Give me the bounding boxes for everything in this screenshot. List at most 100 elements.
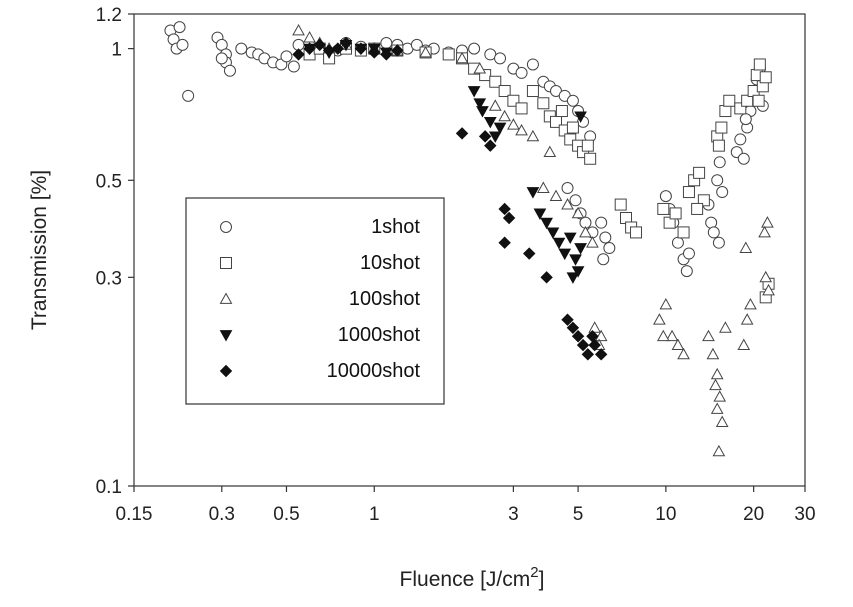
- point-1shot: [566, 94, 579, 107]
- point-10000shot: [391, 44, 404, 57]
- point-1shot: [215, 52, 228, 65]
- legend: 1shot 10shot 100shot 1000shot 10000shot: [185, 197, 445, 405]
- point-10000shot: [368, 46, 381, 59]
- point-1shot: [705, 216, 718, 229]
- point-1000shot: [476, 106, 489, 118]
- point-10shot: [669, 207, 682, 220]
- point-1000shot: [473, 98, 487, 110]
- point-10shot: [442, 48, 455, 61]
- point-10shot: [723, 94, 736, 107]
- point-100shot: [571, 206, 585, 219]
- point-100shot: [594, 329, 608, 342]
- point-1shot: [716, 186, 729, 199]
- point-1shot: [494, 52, 507, 65]
- point-100shot: [543, 145, 557, 158]
- y-axis-title: Transmission [%]: [28, 170, 51, 330]
- point-10shot: [682, 186, 695, 199]
- legend-symbol-1shot: [220, 221, 232, 233]
- y-tick-label: 0.5: [96, 171, 122, 192]
- legend-label-100shot: 100shot: [349, 288, 421, 310]
- point-100shot: [739, 241, 753, 253]
- x-axis: 0.15 0.3 0.5 1 3 5 10 20 30: [116, 486, 816, 525]
- legend-label-10000shot: 10000shot: [327, 360, 421, 382]
- point-1shot: [561, 182, 574, 195]
- point-100shot: [507, 118, 520, 130]
- legend-label-1shot: 1shot: [371, 216, 420, 238]
- x-axis-title-superscript: 2: [530, 564, 538, 581]
- point-100shot: [586, 236, 599, 248]
- point-1000shot: [566, 272, 580, 284]
- x-tick-label: 0.5: [273, 504, 299, 525]
- point-1shot: [468, 42, 481, 55]
- point-10shot: [752, 94, 765, 107]
- point-100shot: [653, 313, 666, 325]
- point-100shot: [419, 45, 432, 58]
- point-10shot: [614, 198, 627, 211]
- point-10shot: [498, 85, 511, 98]
- x-tick-label: 0.15: [116, 504, 153, 525]
- point-10shot: [734, 102, 747, 115]
- point-10000shot: [313, 38, 326, 52]
- point-100shot: [588, 321, 602, 333]
- point-10000shot: [455, 127, 469, 140]
- point-1shot: [223, 64, 236, 77]
- point-1shot: [682, 247, 695, 260]
- point-1shot: [737, 152, 750, 165]
- point-1000shot: [558, 248, 572, 261]
- point-10000shot: [478, 130, 492, 143]
- point-100shot: [303, 31, 316, 43]
- point-100shot: [713, 390, 727, 402]
- legend-symbol-1000shot: [219, 330, 233, 342]
- point-1shot: [671, 236, 684, 249]
- point-1000shot: [546, 227, 560, 239]
- point-100shot: [712, 444, 726, 457]
- point-10000shot: [380, 48, 393, 61]
- point-10shot: [691, 202, 704, 215]
- point-100shot: [488, 99, 502, 111]
- y-tick-label: 1: [111, 40, 122, 61]
- point-100shot: [706, 347, 720, 360]
- point-1shot: [235, 42, 248, 55]
- point-10shot: [566, 121, 579, 134]
- point-100shot: [702, 329, 715, 342]
- point-10shot: [630, 226, 643, 239]
- point-1shot: [712, 236, 725, 249]
- point-1000shot: [552, 237, 566, 250]
- legend-label-1000shot: 1000shot: [338, 324, 421, 346]
- point-10000shot: [484, 139, 497, 152]
- point-10shot: [479, 69, 492, 82]
- point-10000shot: [303, 42, 316, 55]
- point-100shot: [455, 51, 469, 64]
- point-10shot: [719, 105, 732, 118]
- point-1shot: [280, 50, 293, 63]
- point-1000shot: [569, 254, 582, 266]
- point-10shot: [753, 58, 766, 71]
- point-10000shot: [588, 338, 601, 352]
- point-100shot: [715, 415, 729, 427]
- point-100shot: [536, 181, 550, 193]
- point-1shot: [707, 226, 720, 239]
- point-100shot: [292, 23, 305, 36]
- point-100shot: [526, 129, 540, 142]
- point-10000shot: [292, 48, 305, 61]
- point-10000shot: [498, 202, 511, 216]
- data-points: [164, 21, 775, 457]
- point-1shot: [287, 60, 300, 73]
- point-10000shot: [576, 338, 590, 352]
- point-1shot: [569, 194, 582, 207]
- point-10shot: [555, 105, 568, 118]
- x-axis-title-close: ]: [539, 568, 545, 591]
- point-1000shot: [533, 208, 547, 220]
- point-10000shot: [502, 211, 516, 225]
- point-10shot: [584, 152, 597, 165]
- point-1shot: [597, 253, 610, 266]
- y-tick-label: 0.1: [96, 477, 122, 498]
- legend-symbol-100shot: [219, 292, 233, 304]
- point-100shot: [719, 321, 732, 333]
- x-tick-label: 10: [655, 504, 676, 525]
- point-10000shot: [594, 348, 608, 361]
- point-10000shot: [571, 330, 585, 343]
- point-10000shot: [561, 313, 574, 326]
- point-10000shot: [566, 321, 580, 334]
